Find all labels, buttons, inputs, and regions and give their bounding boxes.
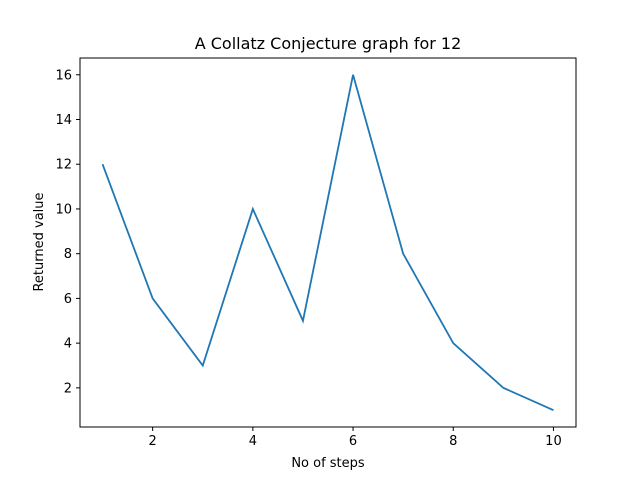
y-axis-title: Returned value [32, 192, 47, 291]
plot-area: 2 4 6 8 10 2 4 6 8 10 12 14 16 [55, 57, 577, 449]
axes-frame [79, 57, 577, 428]
x-tick-label: 10 [545, 434, 562, 449]
x-axis-title: No of steps [291, 456, 365, 471]
series-line-0 [101, 74, 554, 412]
x-tick-label: 4 [249, 434, 257, 449]
y-tick-label: 6 [64, 292, 72, 307]
x-tick-label: 8 [449, 434, 457, 449]
y-tick-label: 14 [55, 113, 72, 128]
y-tick-label: 2 [64, 381, 72, 396]
x-tick-label: 2 [149, 434, 157, 449]
chart-title: A Collatz Conjecture graph for 12 [195, 34, 462, 53]
y-tick-label: 12 [55, 158, 72, 173]
y-tick-label: 10 [55, 202, 72, 217]
y-tick-label: 4 [64, 337, 72, 352]
y-tick-label: 8 [64, 247, 72, 262]
x-tick-label: 6 [349, 434, 357, 449]
y-tick-label: 16 [55, 68, 72, 83]
